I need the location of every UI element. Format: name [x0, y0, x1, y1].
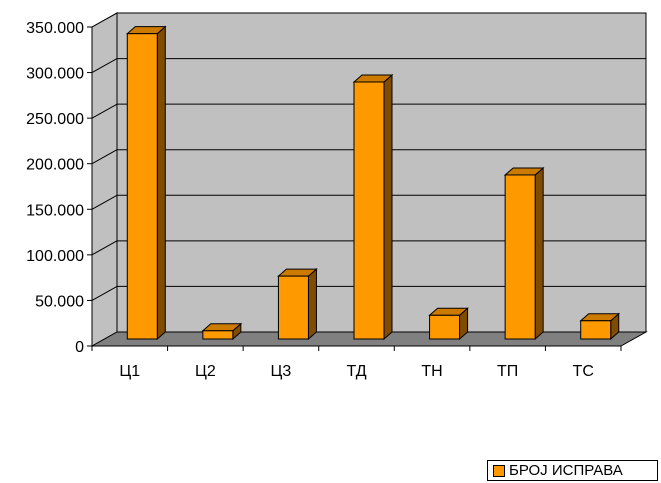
bar-side [383, 73, 393, 341]
bar-front [126, 33, 158, 340]
x-tick-label: ТД [346, 363, 366, 380]
side-wall [91, 12, 118, 347]
bar-side [534, 166, 544, 341]
legend-label: БРОЈ ИСПРАВА [509, 462, 623, 479]
bar-front [580, 320, 612, 340]
gridline-side [91, 103, 118, 119]
bar-side [156, 25, 166, 341]
gridline-side [91, 240, 118, 256]
y-tick-label: 50.000 [35, 293, 84, 310]
y-tick-label: 100.000 [26, 248, 84, 265]
x-tick-label: ТП [497, 363, 518, 380]
legend-swatch [493, 464, 505, 477]
gridline-side [91, 58, 118, 74]
gridline-side [91, 149, 118, 165]
y-tick-label: 250.000 [26, 111, 84, 128]
y-tick-label: 300.000 [26, 66, 84, 83]
bar-front [429, 314, 461, 340]
x-tick-label: Ц2 [195, 363, 216, 380]
bar [201, 322, 243, 341]
y-tick-label: 0 [75, 339, 84, 356]
bar [579, 312, 621, 341]
y-tick-label: 200.000 [26, 157, 84, 174]
bar-side [307, 268, 317, 341]
x-tick-label: Ц1 [119, 363, 140, 380]
bar [428, 307, 469, 341]
y-tick-label: 150.000 [26, 202, 84, 219]
bar-front [277, 275, 309, 340]
x-tick-label: ТС [573, 363, 594, 380]
x-axis: Ц1 Ц2 Ц3 ТД ТН ТП ТС [91, 345, 622, 380]
y-tick-label: 350.000 [26, 20, 84, 37]
bar-front [353, 81, 385, 340]
gridline-side [91, 12, 118, 28]
gridline-side [91, 194, 118, 210]
bar [277, 268, 318, 341]
gridline-side [91, 285, 118, 301]
bar-front [504, 174, 536, 340]
y-axis: 0 50.000 100.000 150.000 200.000 250.000 300.0… [26, 20, 93, 356]
x-tick-label: Ц3 [271, 363, 292, 380]
bar [125, 25, 167, 341]
bar-front [202, 330, 234, 340]
bar [503, 166, 545, 341]
bar [352, 73, 394, 341]
x-tick-label: ТН [421, 363, 442, 380]
legend: БРОЈ ИСПРАВА [487, 460, 658, 481]
bars [125, 25, 621, 341]
